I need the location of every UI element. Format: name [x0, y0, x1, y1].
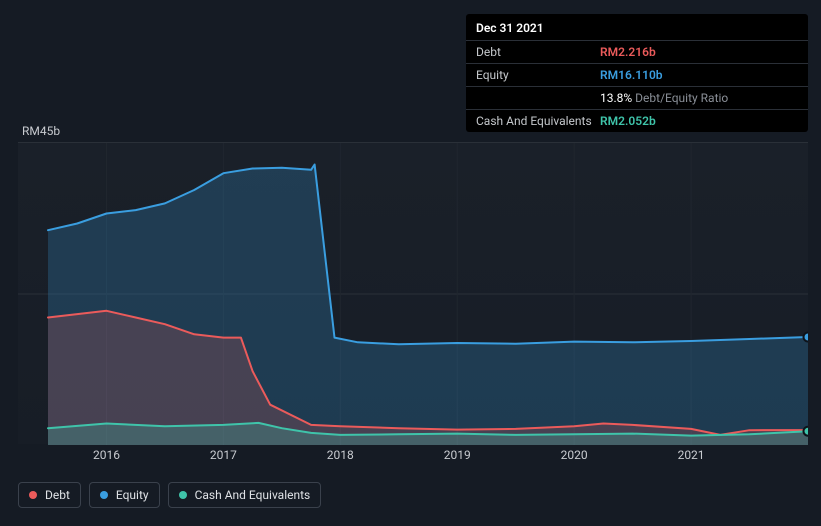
legend-item-label: Cash And Equivalents	[195, 488, 311, 502]
chart-tooltip: Dec 31 2021 DebtRM2.216bEquityRM16.110b1…	[466, 14, 808, 132]
legend-item-equity[interactable]: Equity	[89, 482, 160, 508]
tooltip-row-value: RM16.110b	[600, 68, 663, 82]
legend-item-cash-and-equivalents[interactable]: Cash And Equivalents	[168, 482, 322, 508]
tooltip-row-label: Cash And Equivalents	[476, 114, 600, 128]
legend-dot-icon	[100, 491, 108, 499]
y-axis-top-label: RM45b	[22, 124, 60, 138]
tooltip-row: 13.8% Debt/Equity Ratio	[466, 87, 808, 110]
legend-dot-icon	[179, 491, 187, 499]
legend-item-label: Equity	[116, 488, 149, 502]
tooltip-row-value: RM2.216b	[600, 45, 656, 59]
chart-legend: Debt Equity Cash And Equivalents	[18, 482, 321, 508]
tooltip-row: DebtRM2.216b	[466, 41, 808, 64]
legend-item-debt[interactable]: Debt	[18, 482, 81, 508]
x-axis-labels: 2016 2017 2018 2019 2020 2021	[18, 448, 808, 464]
x-tick-label: 2018	[327, 448, 354, 462]
tooltip-row: EquityRM16.110b	[466, 64, 808, 87]
x-tick-label: 2020	[561, 448, 588, 462]
chart-plot-area	[18, 142, 808, 444]
x-tick-label: 2021	[678, 448, 705, 462]
tooltip-row-label: Debt	[476, 45, 600, 59]
tooltip-row-value: 13.8% Debt/Equity Ratio	[600, 91, 728, 105]
tooltip-row-value: RM2.052b	[600, 114, 656, 128]
legend-dot-icon	[29, 491, 37, 499]
tooltip-row: Cash And EquivalentsRM2.052b	[466, 110, 808, 132]
x-tick-label: 2017	[210, 448, 237, 462]
x-tick-label: 2016	[93, 448, 120, 462]
legend-item-label: Debt	[45, 488, 70, 502]
x-tick-label: 2019	[444, 448, 471, 462]
tooltip-row-label: Equity	[476, 68, 600, 82]
tooltip-row-label	[476, 91, 600, 105]
tooltip-date: Dec 31 2021	[466, 14, 808, 41]
